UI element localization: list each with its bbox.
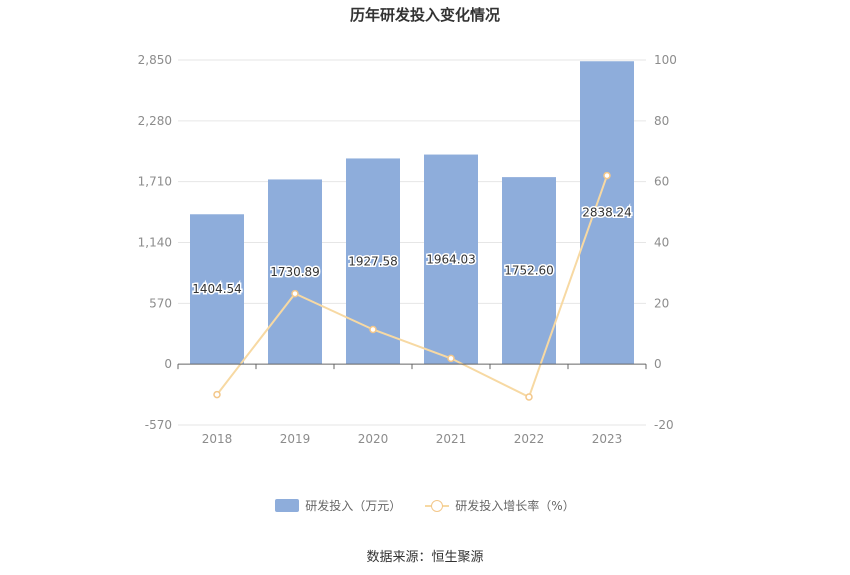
y-left-tick-label: -570 — [145, 418, 172, 432]
bar-value-label: 1730.89 — [270, 265, 320, 279]
y-left-tick-label: 0 — [164, 357, 172, 371]
bar — [268, 179, 322, 365]
x-tick-label: 2022 — [514, 432, 545, 446]
y-right-tick-label: 40 — [654, 236, 669, 250]
growth-point — [369, 325, 377, 334]
bar-value-label: 1404.54 — [192, 282, 242, 296]
bar-value-label: 1752.60 — [504, 264, 554, 278]
legend-item-line[interactable]: 研发投入增长率（%） — [425, 497, 575, 514]
bar — [424, 154, 478, 365]
growth-point — [603, 171, 611, 180]
legend-line-label: 研发投入增长率（%） — [455, 499, 575, 513]
bar-value-label: 2838.24 — [582, 206, 632, 220]
legend-line-swatch — [425, 499, 450, 512]
y-right-tick-label: 0 — [654, 357, 662, 371]
y-right-tick-label: -20 — [654, 418, 674, 432]
growth-point — [213, 390, 221, 399]
y-right-tick-label: 20 — [654, 296, 669, 310]
bar-value-label: 1927.58 — [348, 254, 398, 268]
x-tick-label: 2020 — [358, 432, 389, 446]
bar — [502, 177, 556, 365]
legend: 研发投入（万元） 研发投入增长率（%） — [0, 497, 850, 514]
growth-line — [216, 175, 608, 399]
y-right-tick-label: 100 — [654, 53, 677, 67]
chart-title: 历年研发投入变化情况 — [349, 6, 500, 24]
y-right-tick-label: 80 — [654, 114, 669, 128]
line-layer — [213, 171, 611, 401]
legend-item-bar[interactable]: 研发投入（万元） — [275, 497, 401, 514]
y-left-tick-label: 1,710 — [138, 175, 172, 189]
y-left-tick-label: 2,280 — [138, 114, 172, 128]
x-tick-label: 2023 — [592, 432, 623, 446]
legend-bar-swatch — [275, 499, 300, 512]
y-right-tick-label: 60 — [654, 175, 669, 189]
y-left-tick-label: 570 — [149, 296, 172, 310]
x-tick-label: 2021 — [436, 432, 467, 446]
y-left-tick-label: 1,140 — [138, 236, 172, 250]
y-left-tick-label: 2,850 — [138, 53, 172, 67]
grid-layer — [178, 59, 646, 426]
label-layer: 1404.54 1730.89 1927.58 1964.03 1752.60 2838.… — [191, 204, 634, 298]
bar — [190, 214, 244, 365]
legend-bar-label: 研发投入（万元） — [305, 499, 402, 513]
x-tick-label: 2018 — [202, 432, 233, 446]
bar — [580, 61, 634, 365]
bar-layer — [190, 61, 634, 365]
growth-point — [291, 289, 299, 298]
growth-point — [447, 354, 455, 363]
axis-layer: -570 0 570 1,140 1,710 2,280 2,850 -20 0 20 40 60 80… — [138, 53, 677, 446]
growth-point — [525, 393, 533, 401]
x-tick-label: 2019 — [280, 432, 311, 446]
bar-value-label: 1964.03 — [426, 252, 476, 266]
data-source: 数据来源：恒生聚源 — [366, 550, 484, 565]
